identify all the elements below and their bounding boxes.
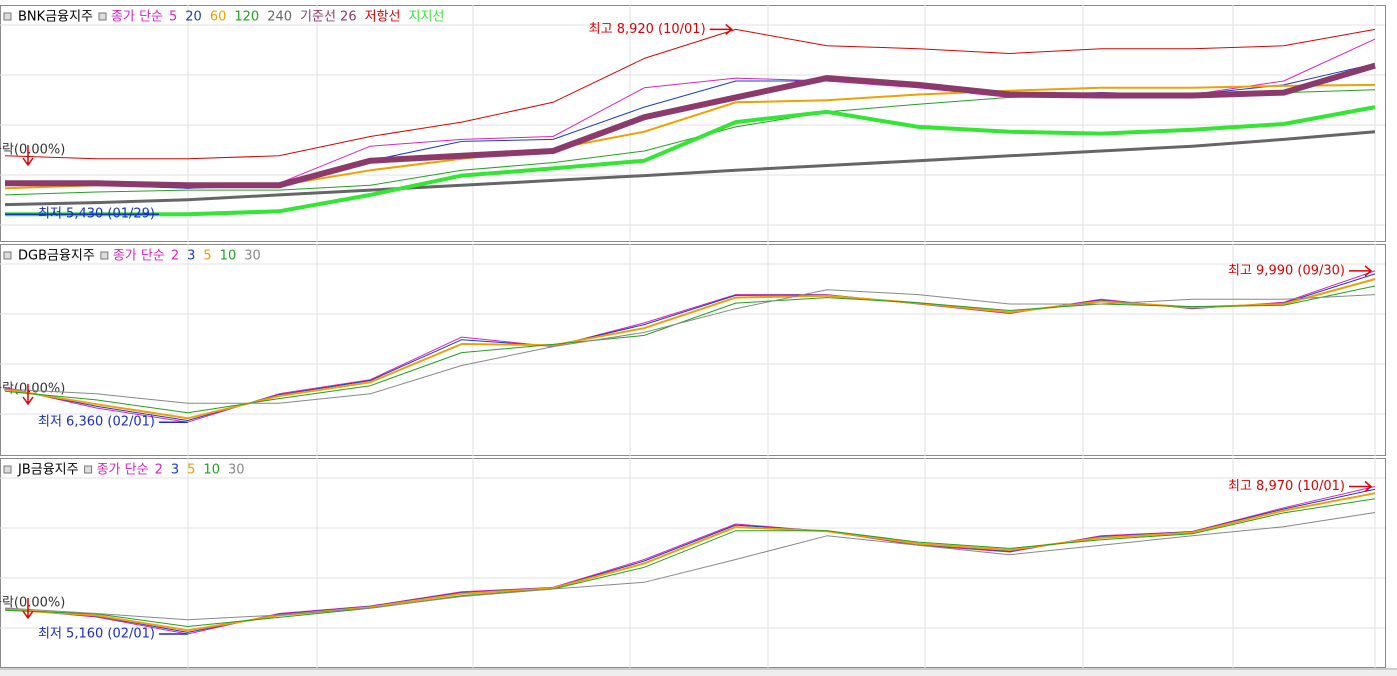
- legend-entry: 2: [171, 249, 179, 264]
- series-line: [4, 130, 1376, 207]
- high-label: 최고 9,990 (09/30): [1228, 263, 1345, 278]
- series-line: [4, 512, 1376, 621]
- legend-entry: 5: [203, 249, 211, 264]
- legend-entry: 60: [210, 10, 227, 25]
- legend-entry: 5: [187, 463, 195, 478]
- series-line: [5, 105, 1376, 217]
- legend-icon: [84, 465, 93, 474]
- legend-label: 종가 단순: [97, 463, 149, 478]
- legend-entry: 5: [169, 10, 177, 25]
- high-arrow: [1349, 265, 1373, 277]
- legend-icon: [3, 465, 12, 474]
- series-line: [4, 289, 1376, 404]
- legend-label: 종가 단순: [113, 249, 165, 264]
- legend-entry: 20: [185, 10, 202, 25]
- legend-entry: 기준선 26: [300, 10, 357, 25]
- low-label: 최저 6,360 (02/01): [38, 415, 155, 430]
- legend-label: 종가 단순: [111, 10, 163, 25]
- panel-frame: [0, 5, 1386, 242]
- high-label: 최고 8,970 (10/01): [1228, 479, 1345, 494]
- legend-entry: 3: [171, 463, 179, 478]
- series-line: [4, 28, 1376, 160]
- legend-entry: 120: [234, 10, 259, 25]
- axis-strip-fill: [0, 670, 1397, 676]
- legend-icon: [98, 12, 107, 21]
- low-label: 최저 5,160 (02/01): [38, 626, 155, 641]
- start-marker: [22, 384, 34, 406]
- legend-entry: 30: [228, 463, 245, 478]
- series-line: [4, 498, 1376, 627]
- legend-entry: 10: [203, 463, 220, 478]
- panel-title: JB금융지주: [17, 463, 79, 478]
- high-arrow: [709, 23, 733, 35]
- legend-entry: 240: [267, 10, 292, 25]
- high-arrow: [1349, 480, 1373, 493]
- change-label: 등락(0.00%): [0, 596, 65, 611]
- legend-icon: [100, 251, 109, 260]
- legend-icon: [3, 251, 12, 260]
- start-marker: [22, 598, 34, 620]
- panel-title: DGB금융지주: [18, 249, 95, 264]
- series-line: [4, 278, 1376, 420]
- legend-entry: 3: [187, 249, 195, 264]
- start-marker: [22, 145, 34, 167]
- panel-frame: [0, 244, 1386, 456]
- legend-entry: 30: [244, 249, 261, 264]
- legend-icon: [3, 12, 12, 21]
- series-line: [4, 285, 1376, 414]
- panel-title: BNK금융지주: [18, 10, 93, 25]
- series-line: [4, 492, 1376, 632]
- series-line: [5, 62, 1376, 189]
- legend-entry: 10: [220, 249, 237, 264]
- legend-entry: 지지선: [408, 10, 444, 25]
- high-label: 최고 8,920 (10/01): [589, 22, 706, 37]
- legend-entry: 2: [155, 463, 163, 478]
- panel-frame: [0, 458, 1386, 668]
- legend-entry: 저항선: [365, 10, 401, 25]
- change-label: 등락(0.00%): [0, 143, 65, 158]
